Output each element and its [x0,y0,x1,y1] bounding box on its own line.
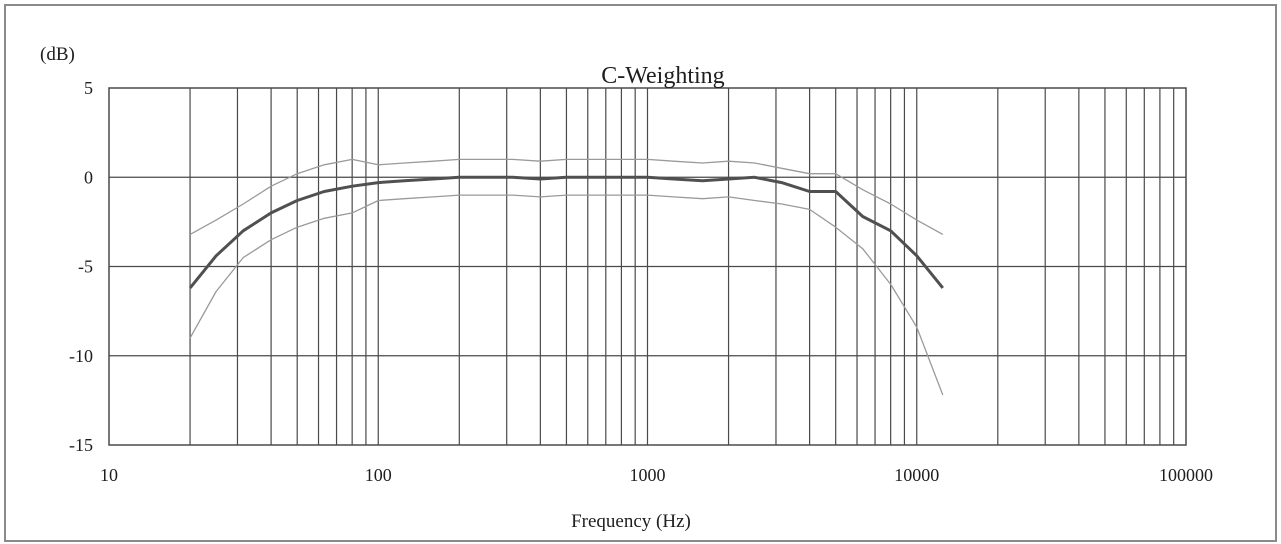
y-tick-label: -10 [69,346,93,366]
series-line-nominal [188,175,944,289]
x-tick-label: 100 [365,465,392,485]
y-tick-label: 0 [84,167,93,187]
x-tick-label: 10000 [894,465,939,485]
chart-title: C-Weighting [601,63,724,89]
y-axis-label: (dB) [40,44,75,65]
grid-lines [109,88,1186,445]
x-tick-label: 100000 [1159,465,1213,485]
tick-labels: 5 0 -5 -10 -15 10 100 1000 10000 100000 [69,78,1213,485]
y-tick-label: -15 [69,435,93,455]
data-series [188,158,944,396]
x-axis-label: Frequency (Hz) [571,511,691,532]
series-line-lower-tolerance [189,194,944,396]
y-tick-label: 5 [84,78,93,98]
y-tick-label: -5 [78,257,93,277]
x-tick-label: 10 [100,465,118,485]
series-line-upper-tolerance [189,158,944,235]
x-tick-label: 1000 [630,465,666,485]
